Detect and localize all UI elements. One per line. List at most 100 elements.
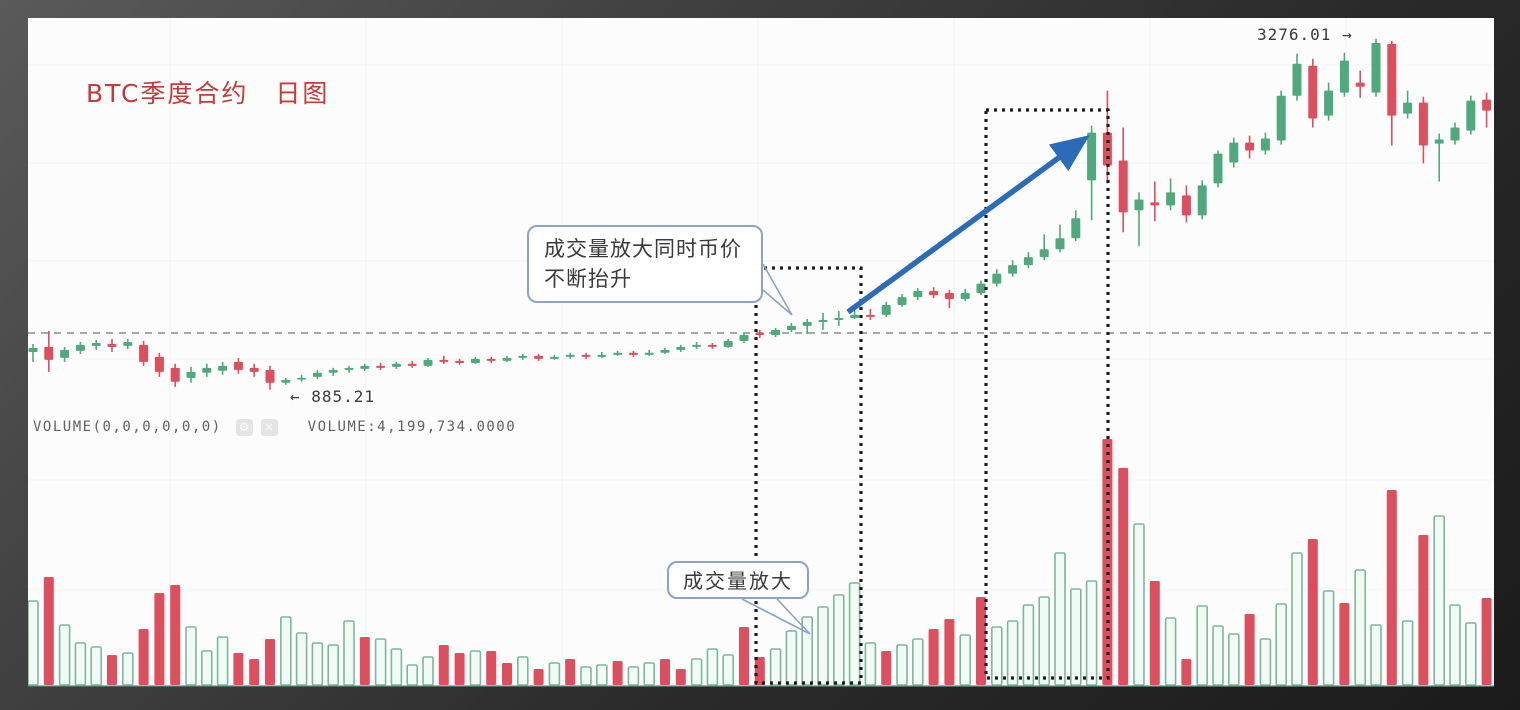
gear-icon[interactable]: ⚙ (235, 418, 253, 436)
candle-body (139, 344, 149, 362)
peak-price-label: 3276.01 → (1257, 25, 1353, 44)
volume-bar (516, 656, 529, 686)
volume-bar (580, 666, 592, 686)
candle-body (439, 359, 449, 362)
candle-body (1166, 192, 1176, 206)
chart-panel: BTC季度合约 日图 3276.01 → ← 885.21 VOLUME(0,0… (28, 18, 1494, 687)
volume-bar (43, 577, 54, 685)
candle-body (850, 314, 860, 318)
volume-bar (170, 585, 181, 685)
candle-body (518, 355, 528, 358)
close-icon[interactable]: × (260, 418, 278, 436)
volume-bar (1164, 617, 1177, 686)
volume-bar (1133, 523, 1145, 686)
volume-bar (280, 616, 292, 686)
candle-body (249, 367, 259, 372)
volume-bar (359, 637, 370, 685)
candle-body (202, 367, 212, 373)
candle-body (1102, 132, 1112, 166)
volume-bar (74, 642, 87, 686)
volume-bar (374, 638, 387, 686)
candle-body (1260, 138, 1270, 151)
volume-bar (754, 657, 765, 685)
volume-bar (1259, 638, 1272, 686)
volume-bar (990, 626, 1003, 686)
volume-bar (1022, 604, 1035, 686)
candle-body (660, 349, 670, 353)
candle-body (297, 377, 307, 380)
candle-body (1434, 139, 1444, 144)
candle-body (1324, 90, 1334, 116)
volume-bar (138, 629, 149, 685)
volume-bar (295, 632, 308, 686)
candle-body (676, 346, 686, 350)
volume-bar (1433, 515, 1445, 686)
candle-body (344, 367, 354, 370)
candle-body (1466, 100, 1476, 131)
candle-body (44, 346, 54, 360)
candle-body (107, 343, 117, 347)
volume-bar (502, 663, 512, 685)
volume-bar (216, 636, 229, 686)
candle-body (597, 354, 607, 357)
candle-body (1450, 127, 1460, 141)
volume-bar (469, 650, 482, 686)
volume-bar (769, 648, 782, 686)
candle-body (1023, 257, 1033, 266)
volume-bar (643, 662, 656, 686)
volume-bar (660, 659, 670, 685)
candle-body (91, 342, 101, 346)
low-price-label: ← 885.21 (290, 387, 376, 406)
candle-body (707, 344, 717, 347)
volume-bar (486, 651, 497, 685)
candle-body (1355, 82, 1365, 87)
volume-bar (1070, 588, 1082, 686)
volume-bar (801, 616, 814, 686)
volume-bar (1228, 633, 1240, 686)
volume-bar (690, 658, 703, 686)
candle-body (391, 363, 401, 367)
volume-bar (1449, 604, 1461, 686)
volume-bar (1354, 569, 1366, 686)
volume-bar (1322, 590, 1335, 686)
candle-body (613, 352, 623, 355)
volume-reading: VOLUME:4,199,734.0000 (307, 419, 517, 435)
candle-body (486, 358, 496, 361)
candle-body (944, 293, 954, 299)
volume-bar (1149, 581, 1160, 685)
volume-bar (327, 644, 340, 686)
candle-body (628, 352, 638, 355)
volume-bar (107, 655, 117, 685)
candle-body (328, 369, 338, 373)
candle-body (644, 352, 654, 355)
volume-bar (896, 644, 908, 686)
volume-bar (1370, 624, 1382, 686)
volume-bar (548, 662, 561, 686)
volume-bar (1054, 552, 1066, 686)
candle-body (549, 356, 559, 359)
volume-bar (438, 645, 449, 685)
candle-body (218, 365, 228, 371)
candle-body (1197, 185, 1207, 216)
candle-body (455, 360, 465, 363)
volume-bar (454, 653, 465, 685)
candle-body (1213, 153, 1223, 184)
volume-bar (928, 629, 939, 685)
candle-body (960, 293, 970, 299)
volume-bar (976, 597, 986, 685)
candle-body (786, 325, 796, 330)
candle-body (470, 358, 480, 363)
volume-bar (154, 593, 165, 685)
candle-body (360, 365, 370, 369)
candle-body (1229, 142, 1239, 163)
candle-body (1387, 43, 1397, 116)
volume-bar (864, 642, 877, 686)
candle-body (28, 347, 38, 352)
volume-bar (58, 624, 71, 686)
volume-bar (233, 653, 244, 685)
volume-bar (390, 648, 403, 686)
candle-body (565, 354, 575, 357)
callout-volume-expand: 成交量放大 (667, 561, 809, 599)
volume-bar (1212, 625, 1224, 686)
candle-body (186, 371, 196, 378)
